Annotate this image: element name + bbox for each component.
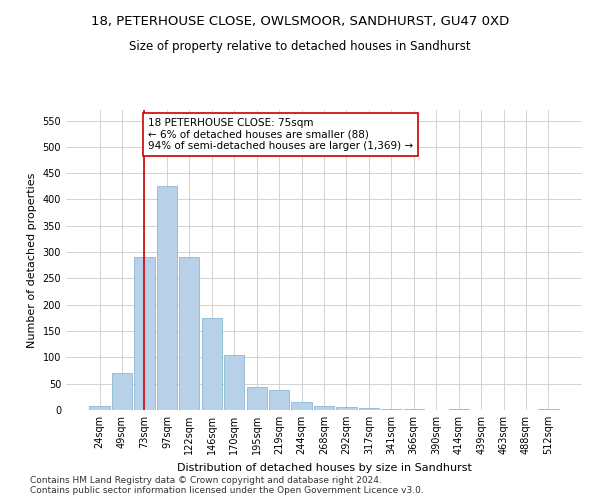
- Text: Size of property relative to detached houses in Sandhurst: Size of property relative to detached ho…: [129, 40, 471, 53]
- Bar: [179, 258, 199, 410]
- Text: Contains public sector information licensed under the Open Government Licence v3: Contains public sector information licen…: [30, 486, 424, 495]
- Bar: [224, 354, 244, 410]
- Bar: [247, 388, 267, 410]
- Bar: [269, 390, 289, 410]
- Text: Contains HM Land Registry data © Crown copyright and database right 2024.: Contains HM Land Registry data © Crown c…: [30, 476, 382, 485]
- Bar: [89, 406, 110, 410]
- Bar: [134, 258, 155, 410]
- Text: 18 PETERHOUSE CLOSE: 75sqm
← 6% of detached houses are smaller (88)
94% of semi-: 18 PETERHOUSE CLOSE: 75sqm ← 6% of detac…: [148, 118, 413, 151]
- Text: 18, PETERHOUSE CLOSE, OWLSMOOR, SANDHURST, GU47 0XD: 18, PETERHOUSE CLOSE, OWLSMOOR, SANDHURS…: [91, 15, 509, 28]
- Bar: [359, 408, 379, 410]
- Bar: [404, 409, 424, 410]
- Bar: [314, 406, 334, 410]
- Bar: [112, 373, 132, 410]
- Bar: [538, 409, 559, 410]
- Y-axis label: Number of detached properties: Number of detached properties: [27, 172, 37, 348]
- Bar: [337, 407, 356, 410]
- Bar: [157, 186, 177, 410]
- X-axis label: Distribution of detached houses by size in Sandhurst: Distribution of detached houses by size …: [176, 462, 472, 472]
- Bar: [292, 402, 311, 410]
- Bar: [202, 318, 222, 410]
